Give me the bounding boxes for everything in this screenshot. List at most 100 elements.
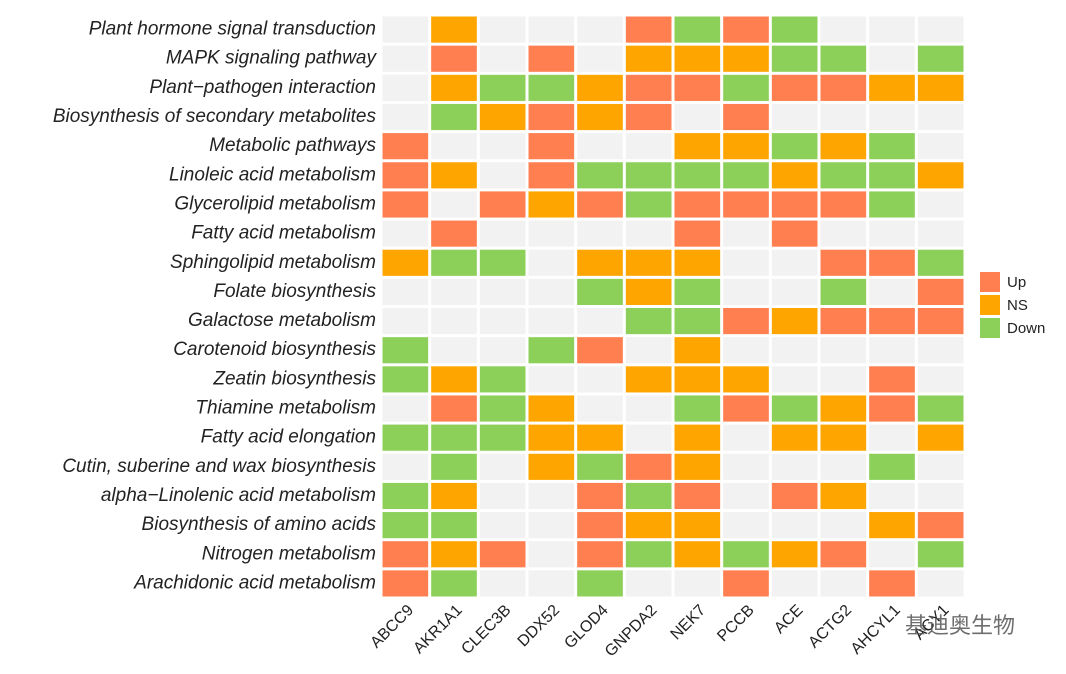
heatmap-cell [723, 337, 769, 364]
heatmap-cell [382, 74, 429, 101]
heatmap-cell [577, 337, 623, 364]
heatmap-cell [528, 512, 575, 539]
column-label: ACE [771, 602, 806, 637]
legend-label: Up [1007, 274, 1026, 291]
heatmap-cell [820, 45, 867, 72]
heatmap-cell [382, 45, 429, 72]
heatmap-cell [431, 103, 477, 131]
heatmap-cell [528, 278, 575, 305]
heatmap-cell [382, 278, 429, 305]
heatmap-cell [625, 570, 672, 597]
heatmap-cell [723, 278, 769, 305]
heatmap-cell [382, 308, 429, 335]
heatmap-cell [479, 74, 526, 101]
heatmap-cell [431, 191, 477, 218]
heatmap-cell [917, 45, 964, 72]
heatmap-cell [382, 395, 429, 422]
heatmap-cell [528, 16, 575, 43]
heatmap-cell [723, 220, 769, 247]
column-label: ABCC9 [367, 602, 417, 652]
heatmap-cell [382, 162, 429, 189]
heatmap-cell [771, 366, 818, 393]
heatmap-cell [479, 16, 526, 43]
heatmap-cell [577, 191, 623, 218]
heatmap-cell [625, 220, 672, 247]
heatmap-cell [674, 16, 721, 43]
heatmap-cell [917, 249, 964, 276]
row-label: MAPK signaling pathway [166, 48, 378, 69]
heatmap-cell [479, 191, 526, 218]
heatmap-cell [431, 249, 477, 276]
heatmap-cell [917, 453, 964, 480]
row-label: Arachidonic acid metabolism [133, 572, 376, 593]
heatmap-cell [431, 482, 477, 510]
heatmap-cell [917, 191, 964, 218]
legend-swatch [980, 295, 1000, 315]
heatmap-cell [674, 366, 721, 393]
heatmap-cell [479, 570, 526, 597]
heatmap-cell [917, 395, 964, 422]
heatmap-cell [577, 74, 623, 101]
heatmap-cell [771, 191, 818, 218]
heatmap-cell [528, 541, 575, 568]
heatmap-cell [479, 278, 526, 305]
heatmap-cell [771, 249, 818, 276]
legend-label: NS [1007, 297, 1028, 314]
heatmap-cell [723, 162, 769, 189]
heatmap-cell [674, 482, 721, 510]
heatmap-cell [869, 570, 915, 597]
heatmap-cell [723, 103, 769, 131]
heatmap-cell [528, 308, 575, 335]
heatmap-cell [382, 220, 429, 247]
heatmap-cell [771, 541, 818, 568]
heatmap-cell [723, 453, 769, 480]
heatmap-cell [771, 512, 818, 539]
heatmap-cell [674, 191, 721, 218]
heatmap-cell [820, 191, 867, 218]
heatmap-cell [625, 45, 672, 72]
heatmap-cell [528, 249, 575, 276]
heatmap-cell [479, 453, 526, 480]
heatmap-cell [820, 308, 867, 335]
heatmap-cell [528, 453, 575, 480]
heatmap-cell [577, 103, 623, 131]
heatmap-cell [382, 453, 429, 480]
heatmap-cell [674, 337, 721, 364]
heatmap-cell [625, 541, 672, 568]
heatmap-cell [625, 512, 672, 539]
heatmap-cell [723, 395, 769, 422]
heatmap-cell [771, 395, 818, 422]
heatmap-cell [820, 337, 867, 364]
heatmap-cell [771, 453, 818, 480]
heatmap-cell [431, 162, 477, 189]
heatmap-cell [820, 366, 867, 393]
heatmap-cell [431, 512, 477, 539]
heatmap-cell [382, 337, 429, 364]
row-label: Linoleic acid metabolism [169, 164, 376, 185]
heatmap-cell [869, 162, 915, 189]
heatmap-cell [917, 512, 964, 539]
heatmap-cell [723, 191, 769, 218]
heatmap-cell [577, 249, 623, 276]
heatmap-cell [869, 541, 915, 568]
heatmap-cell [869, 453, 915, 480]
heatmap-cell [382, 103, 429, 131]
heatmap-cell [869, 249, 915, 276]
heatmap-cell [771, 16, 818, 43]
heatmap-cell [431, 74, 477, 101]
heatmap-cell [917, 103, 964, 131]
heatmap-cell [820, 133, 867, 160]
heatmap-cell [820, 570, 867, 597]
heatmap-cell [771, 570, 818, 597]
heatmap-cell [577, 541, 623, 568]
heatmap-cell [917, 162, 964, 189]
heatmap-cell [723, 45, 769, 72]
heatmap-cell [577, 278, 623, 305]
heatmap-cell [577, 482, 623, 510]
heatmap-cell [917, 337, 964, 364]
heatmap-cell [723, 570, 769, 597]
heatmap-cell [528, 220, 575, 247]
heatmap-cell [625, 16, 672, 43]
heatmap-cell [625, 424, 672, 451]
